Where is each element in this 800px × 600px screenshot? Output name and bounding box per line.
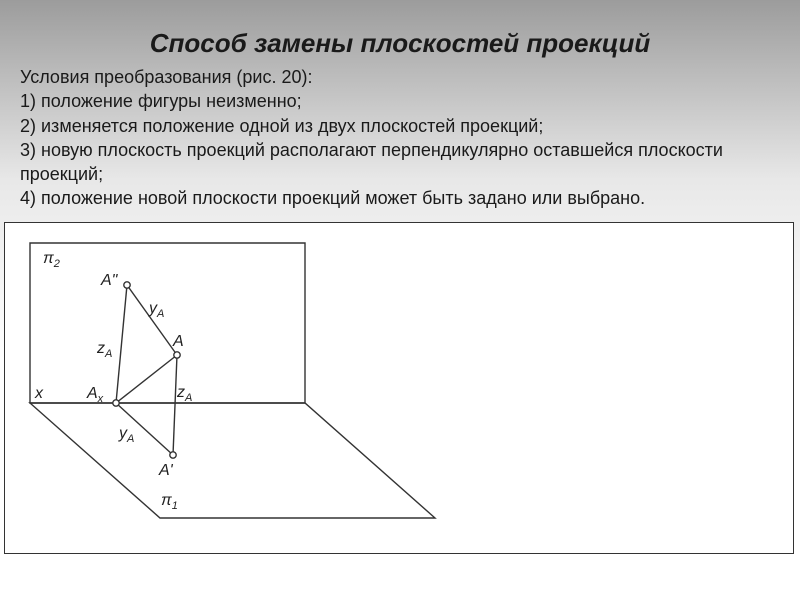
condition-2: 2) изменяется положение одной из двух пл… (20, 114, 780, 138)
slide-title: Способ замены плоскостей проекций (0, 0, 800, 65)
diagram-frame: A"AAxA'yAzAzAyAπ2π1x (4, 222, 794, 554)
svg-text:Ax: Ax (86, 385, 104, 405)
svg-text:yA: yA (118, 425, 134, 445)
condition-1: 1) положение фигуры неизменно; (20, 89, 780, 113)
svg-text:zA: zA (176, 384, 192, 404)
svg-text:π1: π1 (161, 492, 178, 512)
condition-4: 4) положение новой плоскости проекций мо… (20, 186, 780, 210)
svg-text:zA: zA (96, 340, 112, 360)
svg-text:A": A" (100, 272, 119, 289)
svg-text:A: A (172, 333, 184, 350)
svg-text:x: x (34, 385, 44, 402)
conditions-block: Условия преобразования (рис. 20): 1) пол… (0, 65, 800, 211)
intro-line: Условия преобразования (рис. 20): (20, 65, 780, 89)
svg-text:π2: π2 (43, 250, 60, 270)
condition-3: 3) новую плоскость проекций располагают … (20, 138, 780, 187)
slide: Способ замены плоскостей проекций Услови… (0, 0, 800, 600)
svg-text:A': A' (158, 462, 174, 479)
projection-diagram: A"AAxA'yAzAzAyAπ2π1x (5, 223, 793, 553)
